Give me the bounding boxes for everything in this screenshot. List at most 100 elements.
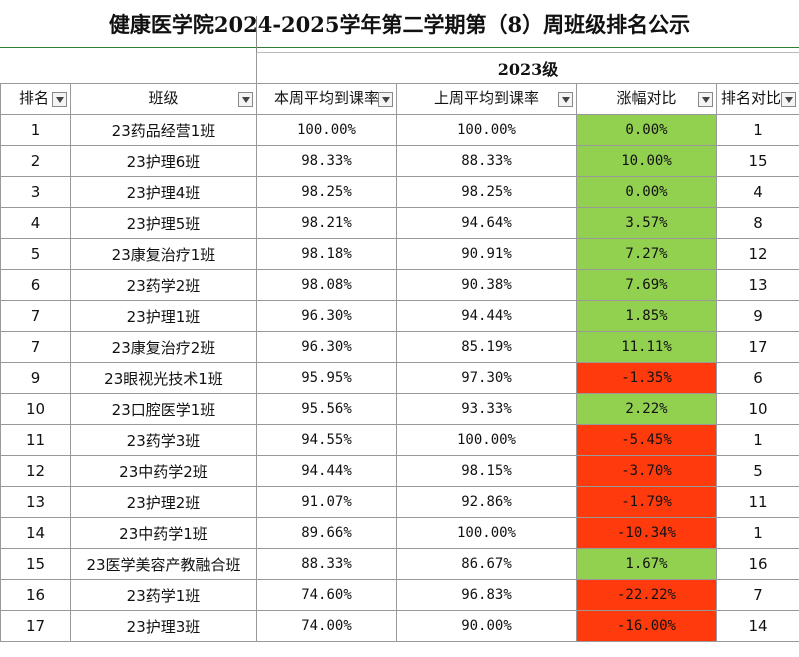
cell-this-week[interactable]: 96.30% <box>256 331 397 363</box>
cell-last-week[interactable]: 100.00% <box>396 424 577 456</box>
cell-class[interactable]: 23护理4班 <box>70 176 257 208</box>
cell-last-week[interactable]: 94.64% <box>396 207 577 239</box>
cell-class[interactable]: 23药品经营1班 <box>70 114 257 146</box>
cell-rank[interactable]: 14 <box>0 517 71 549</box>
cell-this-week[interactable]: 91.07% <box>256 486 397 518</box>
cell-last-week[interactable]: 90.38% <box>396 269 577 301</box>
cell-last-week[interactable]: 85.19% <box>396 331 577 363</box>
cell-this-week[interactable]: 94.44% <box>256 455 397 487</box>
filter-dropdown-icon[interactable] <box>238 92 253 107</box>
cell-rank[interactable]: 1 <box>0 114 71 146</box>
cell-class[interactable]: 23康复治疗2班 <box>70 331 257 363</box>
cell-change[interactable]: -10.34% <box>576 517 717 549</box>
cell-change[interactable]: -3.70% <box>576 455 717 487</box>
cell-prev-rank[interactable]: 10 <box>716 393 799 425</box>
cell-class[interactable]: 23中药学1班 <box>70 517 257 549</box>
cell-prev-rank[interactable]: 8 <box>716 207 799 239</box>
cell-change[interactable]: 7.69% <box>576 269 717 301</box>
cell-class[interactable]: 23护理3班 <box>70 610 257 642</box>
cell-prev-rank[interactable]: 16 <box>716 548 799 580</box>
cell-prev-rank[interactable]: 4 <box>716 176 799 208</box>
cell-prev-rank[interactable]: 7 <box>716 579 799 611</box>
cell-last-week[interactable]: 100.00% <box>396 114 577 146</box>
filter-dropdown-icon[interactable] <box>378 92 393 107</box>
cell-last-week[interactable]: 98.15% <box>396 455 577 487</box>
cell-rank[interactable]: 5 <box>0 238 71 270</box>
cell-change[interactable]: -22.22% <box>576 579 717 611</box>
cell-this-week[interactable]: 98.18% <box>256 238 397 270</box>
filter-dropdown-icon[interactable] <box>781 92 796 107</box>
cell-rank[interactable]: 17 <box>0 610 71 642</box>
cell-change[interactable]: 0.00% <box>576 176 717 208</box>
cell-rank[interactable]: 3 <box>0 176 71 208</box>
cell-rank[interactable]: 9 <box>0 362 71 394</box>
cell-this-week[interactable]: 94.55% <box>256 424 397 456</box>
cell-last-week[interactable]: 90.00% <box>396 610 577 642</box>
cell-this-week[interactable]: 98.08% <box>256 269 397 301</box>
cell-last-week[interactable]: 94.44% <box>396 300 577 332</box>
cell-change[interactable]: 3.57% <box>576 207 717 239</box>
cell-last-week[interactable]: 90.91% <box>396 238 577 270</box>
cell-change[interactable]: -5.45% <box>576 424 717 456</box>
cell-this-week[interactable]: 89.66% <box>256 517 397 549</box>
cell-change[interactable]: 1.85% <box>576 300 717 332</box>
cell-class[interactable]: 23药学3班 <box>70 424 257 456</box>
cell-change[interactable]: -1.35% <box>576 362 717 394</box>
cell-class[interactable]: 23口腔医学1班 <box>70 393 257 425</box>
cell-prev-rank[interactable]: 5 <box>716 455 799 487</box>
cell-class[interactable]: 23康复治疗1班 <box>70 238 257 270</box>
cell-this-week[interactable]: 95.56% <box>256 393 397 425</box>
cell-rank[interactable]: 11 <box>0 424 71 456</box>
cell-last-week[interactable]: 98.25% <box>396 176 577 208</box>
cell-last-week[interactable]: 88.33% <box>396 145 577 177</box>
cell-class[interactable]: 23中药学2班 <box>70 455 257 487</box>
cell-prev-rank[interactable]: 1 <box>716 424 799 456</box>
cell-class[interactable]: 23眼视光技术1班 <box>70 362 257 394</box>
cell-prev-rank[interactable]: 14 <box>716 610 799 642</box>
cell-change[interactable]: 7.27% <box>576 238 717 270</box>
cell-this-week[interactable]: 96.30% <box>256 300 397 332</box>
cell-prev-rank[interactable]: 1 <box>716 114 799 146</box>
cell-this-week[interactable]: 88.33% <box>256 548 397 580</box>
cell-this-week[interactable]: 98.33% <box>256 145 397 177</box>
cell-this-week[interactable]: 100.00% <box>256 114 397 146</box>
cell-class[interactable]: 23药学1班 <box>70 579 257 611</box>
cell-prev-rank[interactable]: 9 <box>716 300 799 332</box>
cell-rank[interactable]: 7 <box>0 331 71 363</box>
cell-last-week[interactable]: 97.30% <box>396 362 577 394</box>
cell-rank[interactable]: 10 <box>0 393 71 425</box>
cell-class[interactable]: 23护理2班 <box>70 486 257 518</box>
filter-dropdown-icon[interactable] <box>52 92 67 107</box>
cell-this-week[interactable]: 98.21% <box>256 207 397 239</box>
cell-rank[interactable]: 7 <box>0 300 71 332</box>
cell-prev-rank[interactable]: 15 <box>716 145 799 177</box>
cell-change[interactable]: 2.22% <box>576 393 717 425</box>
filter-dropdown-icon[interactable] <box>698 92 713 107</box>
cell-prev-rank[interactable]: 12 <box>716 238 799 270</box>
cell-this-week[interactable]: 74.60% <box>256 579 397 611</box>
cell-prev-rank[interactable]: 17 <box>716 331 799 363</box>
cell-class[interactable]: 23护理6班 <box>70 145 257 177</box>
cell-rank[interactable]: 12 <box>0 455 71 487</box>
cell-this-week[interactable]: 98.25% <box>256 176 397 208</box>
cell-prev-rank[interactable]: 1 <box>716 517 799 549</box>
cell-rank[interactable]: 2 <box>0 145 71 177</box>
cell-last-week[interactable]: 100.00% <box>396 517 577 549</box>
cell-last-week[interactable]: 86.67% <box>396 548 577 580</box>
cell-class[interactable]: 23医学美容产教融合班 <box>70 548 257 580</box>
cell-last-week[interactable]: 96.83% <box>396 579 577 611</box>
cell-prev-rank[interactable]: 11 <box>716 486 799 518</box>
cell-prev-rank[interactable]: 13 <box>716 269 799 301</box>
cell-class[interactable]: 23护理1班 <box>70 300 257 332</box>
cell-rank[interactable]: 16 <box>0 579 71 611</box>
cell-change[interactable]: -1.79% <box>576 486 717 518</box>
cell-last-week[interactable]: 92.86% <box>396 486 577 518</box>
cell-change[interactable]: 1.67% <box>576 548 717 580</box>
cell-change[interactable]: 10.00% <box>576 145 717 177</box>
filter-dropdown-icon[interactable] <box>558 92 573 107</box>
cell-change[interactable]: 0.00% <box>576 114 717 146</box>
cell-rank[interactable]: 6 <box>0 269 71 301</box>
cell-this-week[interactable]: 95.95% <box>256 362 397 394</box>
cell-this-week[interactable]: 74.00% <box>256 610 397 642</box>
cell-change[interactable]: -16.00% <box>576 610 717 642</box>
